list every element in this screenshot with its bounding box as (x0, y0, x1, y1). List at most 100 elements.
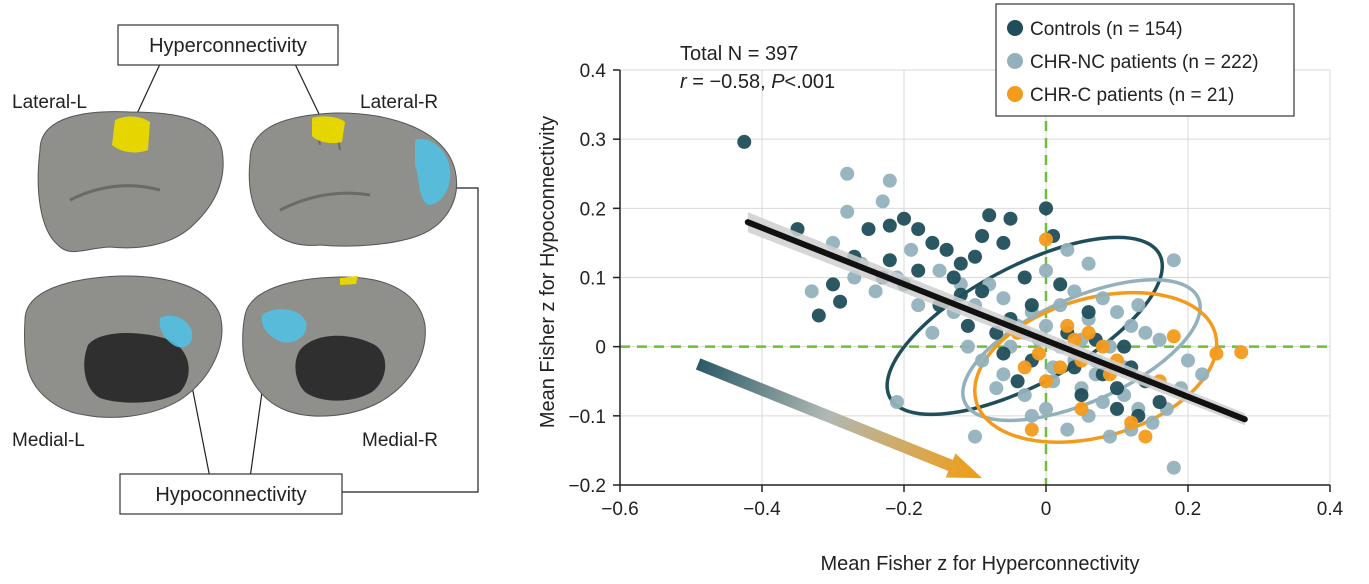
data-point (1095, 291, 1110, 306)
data-point (1060, 318, 1075, 333)
data-point (1039, 263, 1053, 278)
data-point (875, 194, 890, 209)
data-point (1017, 388, 1032, 403)
data-point (1209, 346, 1224, 361)
legend-marker-controls (1007, 20, 1023, 36)
hyperconnectivity-label: Hyperconnectivity (149, 35, 307, 57)
regression-line (744, 219, 1248, 423)
data-point (1117, 339, 1132, 354)
data-point (1095, 339, 1110, 354)
p-label: P (771, 71, 785, 93)
medial-wall-left (84, 333, 189, 403)
brain-lateral-left (37, 111, 224, 253)
legend-label-chr-c: CHR-C patients (n = 21) (1030, 85, 1234, 106)
data-point (946, 270, 961, 285)
data-point (904, 242, 919, 257)
legend-marker-chr-c (1007, 86, 1023, 102)
trend-arrow (695, 358, 983, 479)
data-point (975, 353, 990, 368)
data-point (968, 249, 982, 264)
medial-wall-right (295, 335, 386, 401)
data-point (1124, 415, 1139, 430)
data-point (804, 284, 819, 299)
data-point (911, 298, 926, 313)
data-point (1039, 374, 1053, 389)
data-point (1138, 429, 1153, 444)
data-point (960, 318, 975, 333)
data-point (1039, 201, 1053, 216)
data-point (975, 229, 990, 243)
data-point (1138, 325, 1153, 340)
hyper-region-left (112, 116, 150, 153)
data-point (1053, 277, 1068, 292)
x-axis-title: Mean Fisher z for Hyperconnectivity (820, 553, 1139, 575)
legend-box (995, 3, 1295, 117)
data-point (811, 308, 826, 323)
legend-label-chr-nc: CHR-NC patients (n = 222) (1030, 52, 1259, 73)
medial-right-label: Medial-R (362, 430, 438, 451)
data-point (932, 263, 947, 278)
data-point (1024, 422, 1039, 437)
data-point (1181, 353, 1195, 368)
data-point (1017, 360, 1032, 375)
data-point (1166, 329, 1181, 344)
grid-lines (619, 69, 1331, 486)
data-point (1010, 374, 1025, 389)
x-tick-label: 0.4 (1317, 499, 1344, 520)
data-point (1234, 345, 1249, 360)
correlation-annotation: r = −0.58, P<.001 (680, 71, 835, 93)
data-point (1053, 360, 1068, 375)
hypoconnectivity-label-box (119, 473, 343, 515)
data-point (989, 381, 1004, 396)
y-tick-label: −0.1 (568, 407, 606, 428)
data-point (1195, 367, 1210, 382)
data-point (925, 325, 940, 340)
y-tick-label: 0.2 (580, 199, 606, 220)
data-point (1039, 318, 1053, 333)
data-point (911, 263, 926, 278)
data-point (1060, 422, 1075, 437)
data-point (737, 134, 752, 149)
data-point (840, 166, 855, 181)
data-point (1024, 298, 1039, 313)
data-point (975, 284, 990, 299)
data-point (1031, 346, 1046, 361)
legend-label-controls: Controls (n = 154) (1030, 19, 1183, 40)
data-point (882, 218, 897, 233)
hypo-region-medial-left (159, 315, 193, 348)
hyper-region-medial-right (340, 276, 358, 285)
data-point (1152, 395, 1167, 409)
data-point (1081, 305, 1096, 320)
data-point (1110, 381, 1124, 396)
data-point (1166, 253, 1181, 268)
data-point (1102, 429, 1117, 444)
r-value: = −0.58, (687, 71, 772, 93)
data-point (1145, 415, 1160, 430)
data-point (1110, 305, 1124, 320)
data-point (1074, 388, 1089, 403)
data-point (996, 367, 1011, 382)
data-point (1053, 298, 1068, 313)
y-tick-label: 0.1 (580, 269, 606, 290)
medial-left-label: Medial-L (12, 430, 85, 451)
p-value: <.001 (785, 71, 836, 93)
x-tick-label: −0.6 (601, 499, 639, 520)
x-tick-label: −0.2 (885, 499, 923, 520)
regression-line (744, 212, 1248, 426)
data-point (1039, 232, 1053, 247)
data-point (1017, 270, 1032, 285)
lateral-right-label: Lateral-R (360, 92, 438, 113)
brain-medial-left (23, 275, 223, 418)
data-points (737, 134, 1249, 475)
data-point (1081, 325, 1096, 340)
data-point (911, 222, 926, 237)
brain-lateral-right (248, 112, 457, 247)
data-point (1074, 401, 1089, 416)
x-tick-label: 0.2 (1175, 499, 1201, 520)
hypo-region-medial-right (261, 309, 307, 343)
data-point (1060, 242, 1075, 257)
data-point (1003, 211, 1018, 226)
axes: −0.6 −0.4 −0.2 0 0.2 0.4 −0.2 −0.1 0 0.1 0.2 0.3 0.4 (568, 61, 1343, 520)
legend: Controls (n = 154) CHR-NC patients (n = … (995, 3, 1295, 117)
x-tick-label: 0 (1041, 499, 1052, 520)
